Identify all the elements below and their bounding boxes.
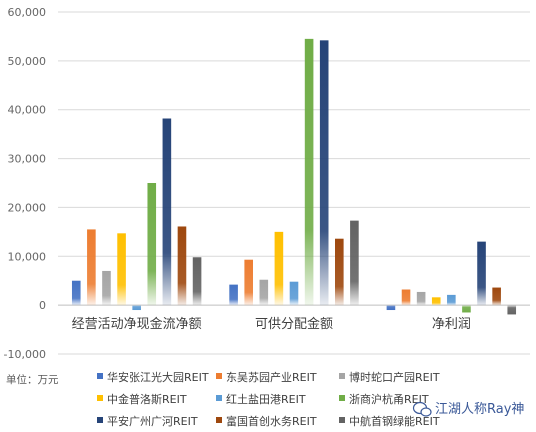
y-tick-label: -10,000 (4, 348, 46, 361)
legend-item: 平安广州广河REIT (97, 414, 198, 428)
bar (274, 231, 284, 306)
bar (162, 118, 172, 306)
legend-item: 红土盐田港REIT (216, 393, 306, 406)
bar (102, 270, 111, 306)
legend-item: 中航首钢绿能REIT (339, 414, 440, 428)
legend: 华安张江光大园REIT 东吴苏园产业REIT 博时蛇口产园REIT 中金普洛斯REIT… (97, 370, 440, 428)
legend-swatch (216, 395, 222, 401)
legend-label: 中金普洛斯REIT (107, 392, 187, 406)
legend-swatch (339, 417, 345, 423)
bar (386, 305, 396, 311)
category-label: 可供分配金额 (255, 316, 333, 332)
y-tick-label: 40,000 (8, 104, 47, 117)
bar (350, 220, 359, 306)
legend-item: 浙商沪杭甬REIT (339, 392, 429, 406)
bar (289, 281, 299, 306)
legend-swatch (97, 395, 103, 401)
bar (71, 280, 81, 306)
legend-label: 浙商沪杭甬REIT (349, 392, 429, 406)
bar (132, 305, 141, 311)
legend-label: 博时蛇口产园REIT (349, 370, 440, 384)
legend-item: 中金普洛斯REIT (97, 392, 187, 406)
bar (177, 226, 187, 306)
legend-swatch (339, 373, 345, 379)
bar (304, 38, 314, 306)
legend-swatch (339, 395, 345, 401)
legend-label: 华安张江光大园REIT (107, 370, 209, 384)
bar (462, 305, 471, 313)
legend-label: 中航首钢绿能REIT (349, 414, 440, 428)
legend-label: 红土盐田港REIT (226, 393, 306, 406)
bar (244, 259, 253, 306)
wechat-icon (412, 401, 432, 417)
bar (447, 294, 456, 306)
bar (477, 241, 486, 306)
legend-swatch (216, 373, 222, 379)
y-tick-label: 0 (39, 299, 46, 312)
bar (259, 279, 269, 306)
bar (431, 297, 441, 306)
y-axis: -10,000 0 10,000 20,000 30,000 40,000 50,000 60… (4, 6, 46, 361)
legend-label: 富国首创水务REIT (226, 414, 317, 428)
y-tick-label: 10,000 (8, 250, 47, 263)
bar (335, 238, 344, 306)
bar (401, 289, 411, 306)
bar (416, 291, 426, 306)
legend-swatch (97, 373, 103, 379)
bar (229, 284, 238, 306)
bar (192, 257, 202, 306)
y-tick-label: 60,000 (8, 6, 47, 19)
bar (117, 233, 126, 306)
legend-swatch (216, 417, 222, 423)
legend-label: 平安广州广河REIT (107, 414, 198, 428)
category-label: 净利润 (432, 317, 471, 332)
y-tick-label: 20,000 (8, 201, 47, 214)
bar (147, 183, 157, 306)
y-tick-label: 50,000 (8, 55, 47, 68)
legend-item: 博时蛇口产园REIT (339, 370, 440, 384)
legend-item: 华安张江光大园REIT (97, 370, 209, 384)
unit-label: 单位：万元 (6, 373, 59, 386)
bars (71, 38, 517, 315)
watermark-text: 江湖人称Ray神 (435, 402, 524, 417)
x-axis: 经营活动净现金流净额 可供分配金额 净利润 (72, 316, 471, 332)
bar (87, 229, 96, 306)
legend-swatch (97, 417, 103, 423)
bar (492, 287, 501, 306)
y-tick-label: 30,000 (8, 153, 47, 166)
bar (319, 40, 329, 306)
bar (507, 305, 517, 315)
legend-label: 东吴苏园产业REIT (226, 370, 317, 384)
category-label: 经营活动净现金流净额 (72, 316, 202, 332)
legend-item: 富国首创水务REIT (216, 414, 317, 428)
legend-item: 东吴苏园产业REIT (216, 370, 317, 384)
watermark: 江湖人称Ray神 (412, 401, 524, 417)
